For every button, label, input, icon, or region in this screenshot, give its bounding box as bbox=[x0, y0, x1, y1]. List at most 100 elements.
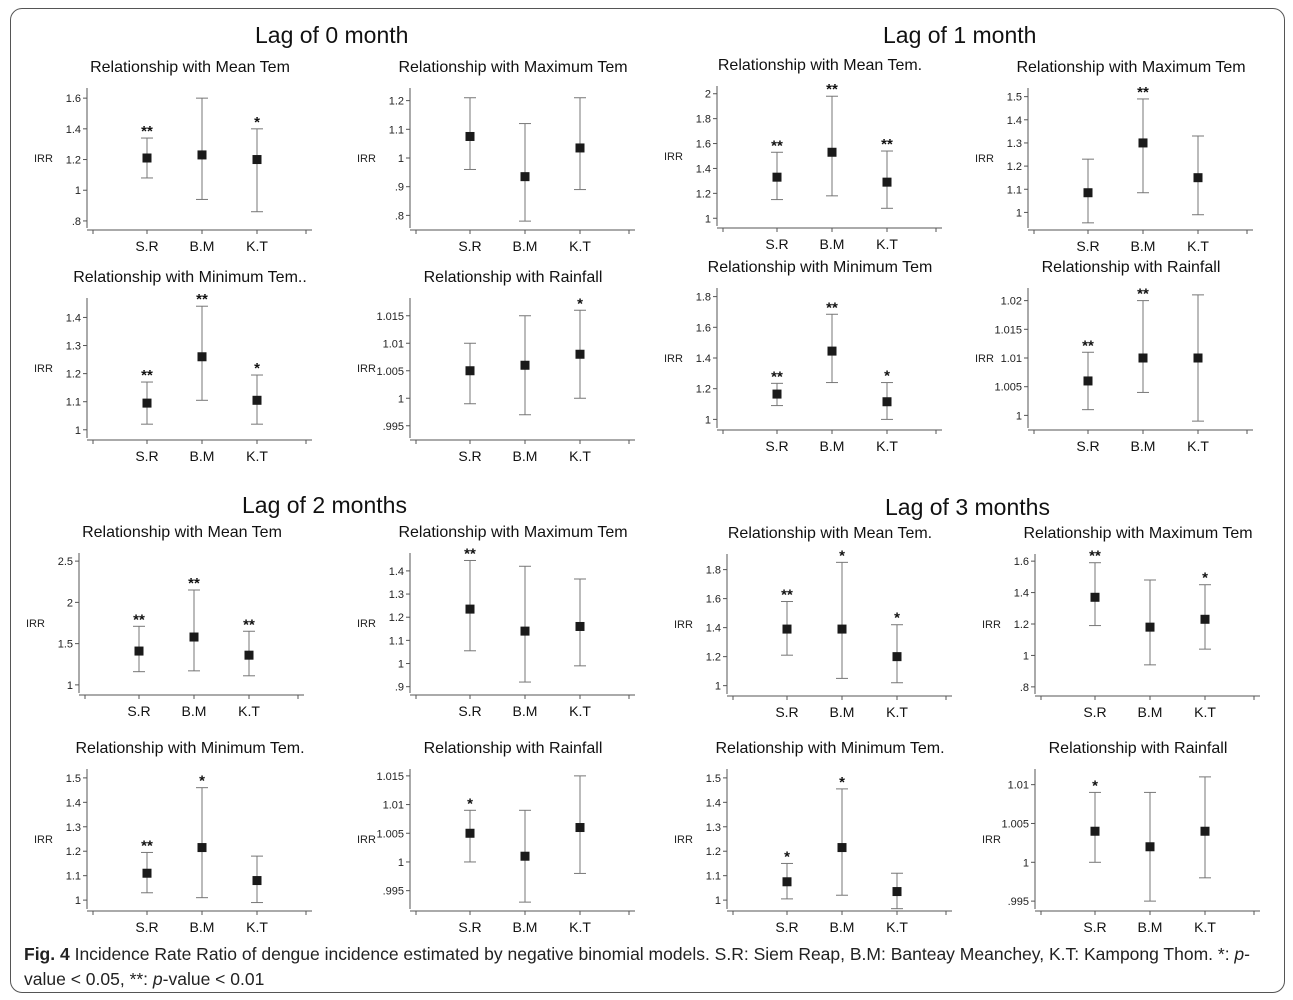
chart-panel-8: Relationship with Mean Tem 1 1.5 2 2.5 IRR S.R… bbox=[26, 524, 304, 719]
significance-label: ** bbox=[196, 291, 208, 308]
y-tick-label: 1 bbox=[398, 659, 404, 671]
y-tick-label: 1.1 bbox=[389, 124, 404, 136]
y-tick-label: 1.3 bbox=[66, 341, 81, 353]
chart-title: Relationship with Maximum Tem bbox=[398, 59, 627, 76]
y-axis-label: IRR bbox=[357, 363, 376, 375]
y-tick-label: 1 bbox=[398, 393, 404, 405]
significance-label: ** bbox=[188, 575, 200, 592]
x-tick-label: K.T bbox=[876, 236, 898, 252]
x-tick-label: S.R bbox=[1076, 238, 1099, 254]
estimate-marker bbox=[252, 395, 262, 405]
estimate-marker bbox=[134, 646, 144, 656]
x-tick-label: B.M bbox=[513, 919, 538, 935]
x-tick-label: B.M bbox=[820, 236, 845, 252]
y-tick-label: 1.01 bbox=[1008, 780, 1029, 792]
y-tick-label: .995 bbox=[1008, 896, 1029, 908]
estimate-marker bbox=[827, 147, 837, 157]
estimate-marker bbox=[837, 843, 847, 853]
y-tick-label: 1.015 bbox=[376, 771, 404, 783]
chart-title: Relationship with Rainfall bbox=[1049, 740, 1228, 757]
x-tick-label: K.T bbox=[1187, 238, 1209, 254]
estimate-marker bbox=[142, 398, 152, 408]
estimate-marker bbox=[1145, 622, 1155, 632]
significance-label: * bbox=[1202, 570, 1208, 587]
significance-label: ** bbox=[1137, 84, 1149, 101]
lag-title-2: Lag of 2 months bbox=[242, 492, 407, 518]
y-tick-label: 1.1 bbox=[66, 397, 81, 409]
lag-title-0: Lag of 0 month bbox=[255, 22, 409, 48]
x-tick-label: K.T bbox=[569, 919, 591, 935]
y-tick-label: 1.2 bbox=[696, 384, 711, 396]
y-tick-label: 1.8 bbox=[706, 565, 721, 577]
y-axis-label: IRR bbox=[34, 834, 53, 846]
chart-panel-11: Relationship with Maximum Tem .8 1 1.2 1.4 1.… bbox=[982, 525, 1260, 720]
estimate-marker bbox=[892, 652, 902, 662]
x-tick-label: K.T bbox=[886, 704, 908, 720]
y-tick-label: 1.1 bbox=[706, 871, 721, 883]
chart-panel-3: Relationship with Maximum Tem 1 1.1 1.2 1.3 1… bbox=[975, 59, 1253, 254]
x-tick-label: K.T bbox=[238, 703, 260, 719]
x-tick-label: K.T bbox=[1194, 919, 1216, 935]
y-tick-label: 1.2 bbox=[66, 155, 81, 167]
significance-label: * bbox=[894, 610, 900, 627]
y-tick-label: 1.015 bbox=[376, 311, 404, 323]
y-tick-label: 1.2 bbox=[66, 846, 81, 858]
x-tick-label: B.M bbox=[820, 438, 845, 454]
y-tick-label: 1 bbox=[398, 857, 404, 869]
y-tick-label: 1.4 bbox=[706, 623, 721, 635]
y-tick-label: 1.4 bbox=[66, 312, 81, 324]
y-tick-label: 1.6 bbox=[66, 93, 81, 105]
y-tick-label: 1.02 bbox=[1001, 296, 1022, 308]
y-tick-label: 1.015 bbox=[994, 324, 1022, 336]
y-tick-label: 1.4 bbox=[389, 566, 404, 578]
y-tick-label: 1.1 bbox=[389, 635, 404, 647]
y-tick-label: 1.6 bbox=[696, 322, 711, 334]
y-tick-label: .9 bbox=[395, 182, 404, 194]
y-tick-label: 1.2 bbox=[389, 612, 404, 624]
estimate-marker bbox=[1090, 592, 1100, 602]
caption-p-italic-1: p bbox=[1234, 944, 1245, 964]
y-axis-label: IRR bbox=[674, 619, 693, 631]
y-axis-label: IRR bbox=[975, 153, 994, 165]
y-tick-label: 1 bbox=[398, 153, 404, 165]
y-tick-label: 1.4 bbox=[706, 797, 721, 809]
significance-label: ** bbox=[826, 299, 838, 316]
chart-panel-0: Relationship with Mean Tem .8 1 1.2 1.4 1.6 IR… bbox=[34, 59, 312, 254]
y-axis-label: IRR bbox=[664, 353, 683, 365]
chart-title: Relationship with Minimum Tem. bbox=[75, 740, 304, 757]
y-tick-label: 1.2 bbox=[1007, 161, 1022, 173]
y-tick-label: 1.005 bbox=[994, 382, 1022, 394]
chart-title: Relationship with Maximum Tem bbox=[398, 524, 627, 541]
chart-title: Relationship with Rainfall bbox=[1042, 259, 1221, 276]
significance-label: ** bbox=[771, 137, 783, 154]
y-tick-label: 1 bbox=[67, 680, 73, 692]
y-tick-label: 1 bbox=[1023, 650, 1029, 662]
estimate-marker bbox=[1193, 173, 1203, 183]
chart-title: Relationship with Mean Tem. bbox=[718, 57, 922, 74]
estimate-marker bbox=[465, 604, 475, 614]
significance-label: ** bbox=[1137, 286, 1149, 303]
estimate-marker bbox=[189, 632, 199, 642]
chart-panel-13: Relationship with Rainfall .995 1 1.005 1.01… bbox=[357, 740, 635, 935]
caption-text-3: -value < 0.01 bbox=[162, 969, 265, 989]
y-tick-label: 1.4 bbox=[66, 797, 81, 809]
y-axis-label: IRR bbox=[34, 363, 53, 375]
significance-label: * bbox=[839, 547, 845, 564]
y-axis-label: IRR bbox=[357, 834, 376, 846]
y-tick-label: 1.2 bbox=[1014, 619, 1029, 631]
significance-label: ** bbox=[141, 123, 153, 140]
x-tick-label: K.T bbox=[246, 448, 268, 464]
x-tick-label: B.M bbox=[190, 919, 215, 935]
x-tick-label: K.T bbox=[246, 919, 268, 935]
x-tick-label: B.M bbox=[830, 919, 855, 935]
estimate-marker bbox=[197, 150, 207, 160]
significance-label: * bbox=[254, 360, 260, 377]
y-tick-label: 1.2 bbox=[706, 846, 721, 858]
estimate-marker bbox=[772, 389, 782, 399]
y-tick-label: 1.3 bbox=[706, 822, 721, 834]
x-tick-label: K.T bbox=[1187, 438, 1209, 454]
estimate-marker bbox=[465, 131, 475, 141]
chart-title: Relationship with Maximum Tem bbox=[1023, 525, 1252, 542]
x-tick-label: B.M bbox=[513, 238, 538, 254]
significance-label: ** bbox=[133, 611, 145, 628]
